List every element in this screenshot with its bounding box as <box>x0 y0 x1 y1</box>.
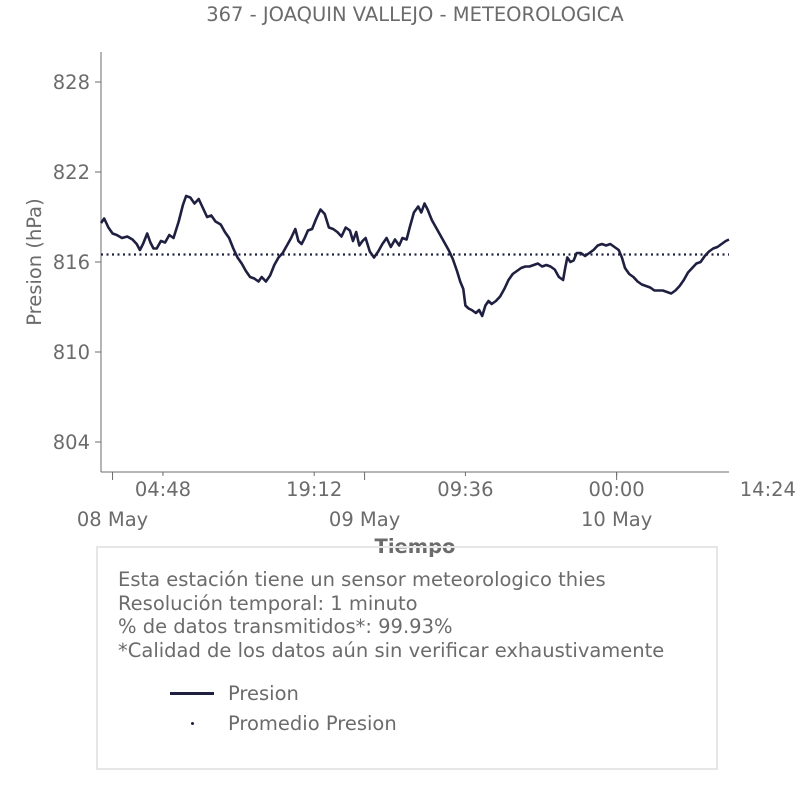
y-tick-label: 822 <box>53 161 90 184</box>
plot-area <box>99 194 730 318</box>
x-ticks: 04:48 19:12 09:36 00:00 14:24 08 May 09 May 10 … <box>77 472 796 531</box>
x-tick-time-label: 19:12 <box>286 478 342 501</box>
chart-title: 367 - JOAQUIN VALLEJO - METEOROLOGICA <box>206 3 624 26</box>
station-info: Esta estación tiene un sensor meteorolog… <box>118 568 664 662</box>
legend-label-promedio: Promedio Presion <box>228 711 397 735</box>
x-tick-date-label: 09 May <box>329 508 400 531</box>
y-tick-label: 804 <box>53 431 90 454</box>
info-transmitted-line: % de datos transmitidos*: 99.93% <box>118 615 453 638</box>
info-quality-line: *Calidad de los datos aún sin verificar … <box>118 638 665 662</box>
y-tick-label: 810 <box>53 341 90 364</box>
x-tick-time-label: 09:36 <box>437 478 493 501</box>
x-tick-time-label: 00:00 <box>589 478 645 501</box>
y-tick-label: 816 <box>53 251 90 274</box>
y-tick-label: 828 <box>53 71 90 94</box>
axes <box>100 52 729 473</box>
legend-dotted-line-swatch <box>170 721 214 725</box>
info-resolution-line: Resolución temporal: 1 minuto <box>118 591 418 615</box>
x-tick-time-label: 04:48 <box>135 478 191 501</box>
info-legend-box: Esta estación tiene un sensor meteorolog… <box>96 546 718 770</box>
y-ticks: 804 810 816 822 828 <box>53 71 101 454</box>
info-sensor-line: Esta estación tiene un sensor meteorolog… <box>118 568 606 591</box>
legend-solid-line-swatch <box>170 691 214 695</box>
pressure-chart: 367 - JOAQUIN VALLEJO - METEOROLOGICA Pr… <box>23 3 796 558</box>
series-presion <box>99 194 730 318</box>
legend-item-presion: Presion <box>170 679 299 707</box>
x-tick-time-label: 14:24 <box>740 478 796 501</box>
x-tick-date-label: 08 May <box>77 508 148 531</box>
y-axis-label: Presion (hPa) <box>23 198 46 325</box>
legend-label-presion: Presion <box>228 681 299 705</box>
legend-item-promedio: Promedio Presion <box>170 709 397 737</box>
x-tick-date-label: 10 May <box>581 508 652 531</box>
